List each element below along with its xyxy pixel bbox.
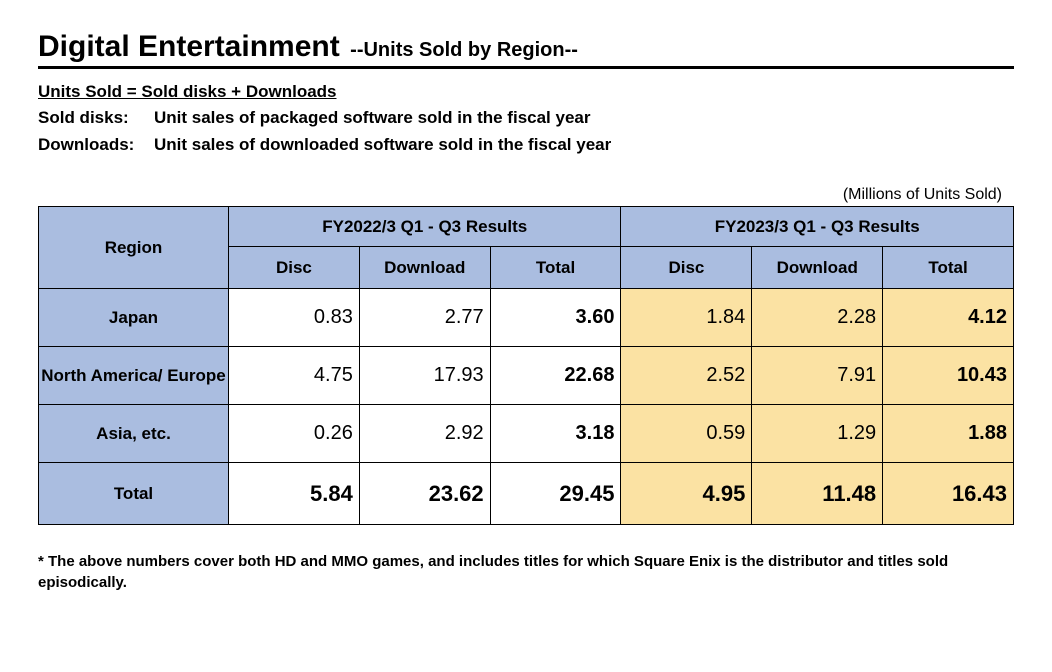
cell: 0.83 [229,289,360,347]
cell-total: 3.60 [490,289,621,347]
cell: 5.84 [229,463,360,525]
table-row: North America/ Europe 4.75 17.93 22.68 2… [39,347,1014,405]
cell-total: 10.43 [883,347,1014,405]
unit-note: (Millions of Units Sold) [38,186,1014,204]
row-label: North America/ Europe [39,347,229,405]
cell-total: 16.43 [883,463,1014,525]
units-table: Region FY2022/3 Q1 - Q3 Results FY2023/3… [38,206,1014,525]
header-total-b: Total [883,247,1014,289]
cell: 1.29 [752,405,883,463]
header-download-a: Download [359,247,490,289]
table-row: Asia, etc. 0.26 2.92 3.18 0.59 1.29 1.88 [39,405,1014,463]
definitions-block: Units Sold = Sold disks + Downloads Sold… [38,79,1014,158]
cell: 23.62 [359,463,490,525]
cell-total: 22.68 [490,347,621,405]
cell: 2.52 [621,347,752,405]
page-title: Digital Entertainment --Units Sold by Re… [38,30,1014,69]
table-row: Japan 0.83 2.77 3.60 1.84 2.28 4.12 [39,289,1014,347]
definition-heading: Units Sold = Sold disks + Downloads [38,79,1014,105]
cell: 17.93 [359,347,490,405]
header-total-a: Total [490,247,621,289]
cell: 4.75 [229,347,360,405]
cell: 7.91 [752,347,883,405]
cell: 2.77 [359,289,490,347]
cell: 0.26 [229,405,360,463]
title-main: Digital Entertainment [38,30,340,63]
row-label: Asia, etc. [39,405,229,463]
header-period-a: FY2022/3 Q1 - Q3 Results [229,207,621,247]
cell-total: 4.12 [883,289,1014,347]
header-download-b: Download [752,247,883,289]
cell: 11.48 [752,463,883,525]
row-label: Japan [39,289,229,347]
def-sold-disks-text: Unit sales of packaged software sold in … [154,105,590,131]
cell: 2.28 [752,289,883,347]
cell-total: 1.88 [883,405,1014,463]
footnote: * The above numbers cover both HD and MM… [38,551,1014,593]
def-downloads-text: Unit sales of downloaded software sold i… [154,132,611,158]
cell: 2.92 [359,405,490,463]
cell-total: 29.45 [490,463,621,525]
cell: 0.59 [621,405,752,463]
header-region: Region [39,207,229,289]
cell: 1.84 [621,289,752,347]
cell-total: 3.18 [490,405,621,463]
row-label-total: Total [39,463,229,525]
cell: 4.95 [621,463,752,525]
title-sub: --Units Sold by Region-- [350,39,578,61]
def-downloads-label: Downloads: [38,132,154,158]
table-row-total: Total 5.84 23.62 29.45 4.95 11.48 16.43 [39,463,1014,525]
header-disc-b: Disc [621,247,752,289]
header-disc-a: Disc [229,247,360,289]
def-sold-disks-label: Sold disks: [38,105,154,131]
header-period-b: FY2023/3 Q1 - Q3 Results [621,207,1014,247]
